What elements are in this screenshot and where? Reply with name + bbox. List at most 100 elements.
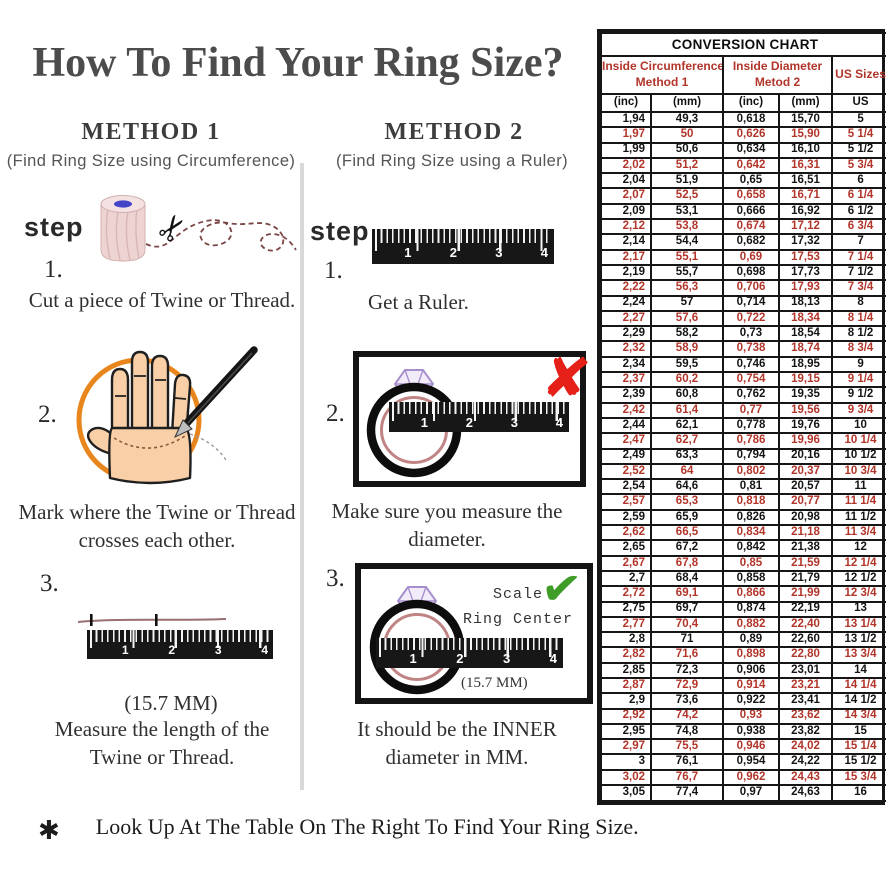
table-cell: 21,59 bbox=[778, 554, 833, 572]
table-cell: 14 1/2 bbox=[830, 692, 886, 710]
table-cell: 54,4 bbox=[650, 233, 724, 251]
table-cell: 55,1 bbox=[650, 248, 724, 266]
table-cell: 2,57 bbox=[600, 493, 652, 511]
table-cell: 10 bbox=[830, 416, 886, 435]
table-cell: 12 1/4 bbox=[830, 554, 886, 572]
table-cell: 19,56 bbox=[778, 401, 833, 419]
table-cell: 2,37 bbox=[600, 371, 652, 389]
table-row: 2,07 52,5 0,658 16,71 6 1/4 bbox=[600, 187, 886, 205]
table-cell: 51,2 bbox=[650, 156, 724, 175]
table-cell: 0,666 bbox=[722, 202, 780, 221]
table-row: 1,94 49,3 0,618 15,70 5 bbox=[600, 110, 886, 129]
table-cell: 17,53 bbox=[778, 248, 833, 266]
table-cell: 58,2 bbox=[650, 325, 724, 343]
method2-measurement-label: (15.7 MM) bbox=[461, 675, 528, 691]
table-cell: 1,94 bbox=[600, 110, 652, 129]
measurement-box-wrong: 1 2 3 4 ✘ bbox=[353, 342, 594, 487]
table-cell: 12 3/4 bbox=[830, 585, 886, 603]
table-cell: 11 3/4 bbox=[830, 523, 886, 542]
table-cell: 2,54 bbox=[600, 478, 652, 496]
table-row: 2,29 58,2 0,73 18,54 8 1/2 bbox=[600, 325, 886, 343]
table-cell: 2,22 bbox=[600, 279, 652, 297]
col-header: (inc) bbox=[722, 93, 780, 113]
table-cell: 2,97 bbox=[600, 738, 652, 756]
table-cell: 70,4 bbox=[650, 615, 724, 634]
table-cell: 0,85 bbox=[722, 554, 780, 572]
table-row: 2,04 51,9 0,65 16,51 6 bbox=[600, 172, 886, 190]
table-cell: 9 1/2 bbox=[830, 386, 886, 404]
ruler-number: 1 bbox=[404, 244, 412, 260]
measurement-box-correct: Scale Ring Center ✔ 1 2 3 4 (15.7 MM) bbox=[355, 559, 593, 704]
table-cell: 2,47 bbox=[600, 432, 652, 450]
table-cell: 15 1/4 bbox=[830, 738, 886, 756]
table-row: 2,52 64 0,802 20,37 10 3/4 bbox=[600, 462, 886, 481]
group-header-line: Method 1 bbox=[635, 75, 689, 89]
table-cell: 2,09 bbox=[600, 202, 652, 221]
table-cell: 2,14 bbox=[600, 233, 652, 251]
table-cell: 65,9 bbox=[650, 508, 724, 527]
footnote-text: Look Up At The Table On The Right To Fin… bbox=[95, 814, 639, 839]
table-cell: 59,5 bbox=[650, 355, 724, 374]
method2-step1-number: 1. bbox=[324, 257, 343, 284]
check-icon: ✔ bbox=[538, 559, 585, 619]
table-cell: 0,69 bbox=[722, 248, 780, 266]
method2-step2-number: 2. bbox=[326, 400, 345, 427]
table-cell: 24,02 bbox=[778, 738, 833, 756]
table-cell: 5 1/4 bbox=[830, 126, 886, 144]
table-cell: 0,642 bbox=[722, 156, 780, 175]
asterisk-icon: ✱ bbox=[38, 816, 60, 846]
table-cell: 68,4 bbox=[650, 569, 724, 588]
table-cell: 10 3/4 bbox=[830, 462, 886, 481]
table-cell: 76,1 bbox=[650, 753, 724, 771]
group-header-us-sizes: US Sizes bbox=[830, 55, 886, 95]
table-cell: 2,04 bbox=[600, 172, 652, 190]
table-row: 2,42 61,4 0,77 19,56 9 3/4 bbox=[600, 401, 886, 419]
footnote: ✱ Look Up At The Table On The Right To F… bbox=[38, 814, 639, 844]
table-cell: 2,9 bbox=[600, 692, 652, 710]
table-cell: 0,938 bbox=[722, 722, 780, 741]
table-cell: 0,786 bbox=[722, 432, 780, 450]
conversion-table-body: 1,94 49,3 0,618 15,70 5 1,97 50 0,626 15,90 5 1/4… bbox=[600, 110, 886, 802]
table-cell: 14 3/4 bbox=[830, 707, 886, 725]
table-cell: 20,16 bbox=[778, 447, 833, 465]
ruler-number: 3 bbox=[503, 651, 511, 667]
table-row: 2,97 75,5 0,946 24,02 15 1/4 bbox=[600, 738, 886, 756]
table-cell: 8 bbox=[830, 294, 886, 312]
ruler-number: 4 bbox=[540, 244, 548, 260]
group-header-method2: Inside Diameter Metod 2 bbox=[722, 55, 833, 95]
table-cell: 53,8 bbox=[650, 218, 724, 236]
table-cell: 18,34 bbox=[778, 309, 833, 328]
table-cell: 13 1/4 bbox=[830, 615, 886, 634]
table-cell: 7 bbox=[830, 233, 886, 251]
table-cell: 0,626 bbox=[722, 126, 780, 144]
table-cell: 2,72 bbox=[600, 585, 652, 603]
method1-step2-text: Mark where the Twine or Thread crosses e… bbox=[18, 500, 296, 552]
table-row: 3,02 76,7 0,962 24,43 15 3/4 bbox=[600, 768, 886, 787]
group-header-line: Inside Diameter bbox=[732, 59, 823, 74]
table-cell: 23,82 bbox=[778, 722, 833, 741]
table-cell: 23,41 bbox=[778, 692, 833, 710]
table-cell: 2,67 bbox=[600, 554, 652, 572]
ruler: 1 2 3 4 bbox=[389, 402, 569, 432]
table-cell: 23,21 bbox=[778, 676, 833, 695]
table-cell: 2,82 bbox=[600, 646, 652, 664]
table-cell: 0,882 bbox=[722, 615, 780, 634]
table-cell: 60,8 bbox=[650, 386, 724, 404]
table-cell: 2,39 bbox=[600, 386, 652, 404]
table-cell: 3 bbox=[600, 753, 652, 771]
table-row: 3 76,1 0,954 24,22 15 1/2 bbox=[600, 753, 886, 771]
table-cell: 62,1 bbox=[650, 416, 724, 435]
table-cell: 18,74 bbox=[778, 340, 833, 358]
table-cell: 57,6 bbox=[650, 309, 724, 328]
table-row: 2,14 54,4 0,682 17,32 7 bbox=[600, 233, 886, 251]
table-cell: 0,818 bbox=[722, 493, 780, 511]
table-cell: 9 3/4 bbox=[830, 401, 886, 419]
table-cell: 24,63 bbox=[778, 784, 833, 802]
twine-spool-icon bbox=[100, 204, 146, 262]
method1-step3-text: Measure the length of the Twine or Threa… bbox=[54, 717, 270, 769]
ruler-number: 4 bbox=[555, 415, 563, 431]
method1-step1-number: 1. bbox=[44, 256, 63, 283]
table-cell: 2,07 bbox=[600, 187, 652, 205]
ruler-number: 4 bbox=[261, 642, 268, 657]
table-row: 2,92 74,2 0,93 23,62 14 3/4 bbox=[600, 707, 886, 725]
